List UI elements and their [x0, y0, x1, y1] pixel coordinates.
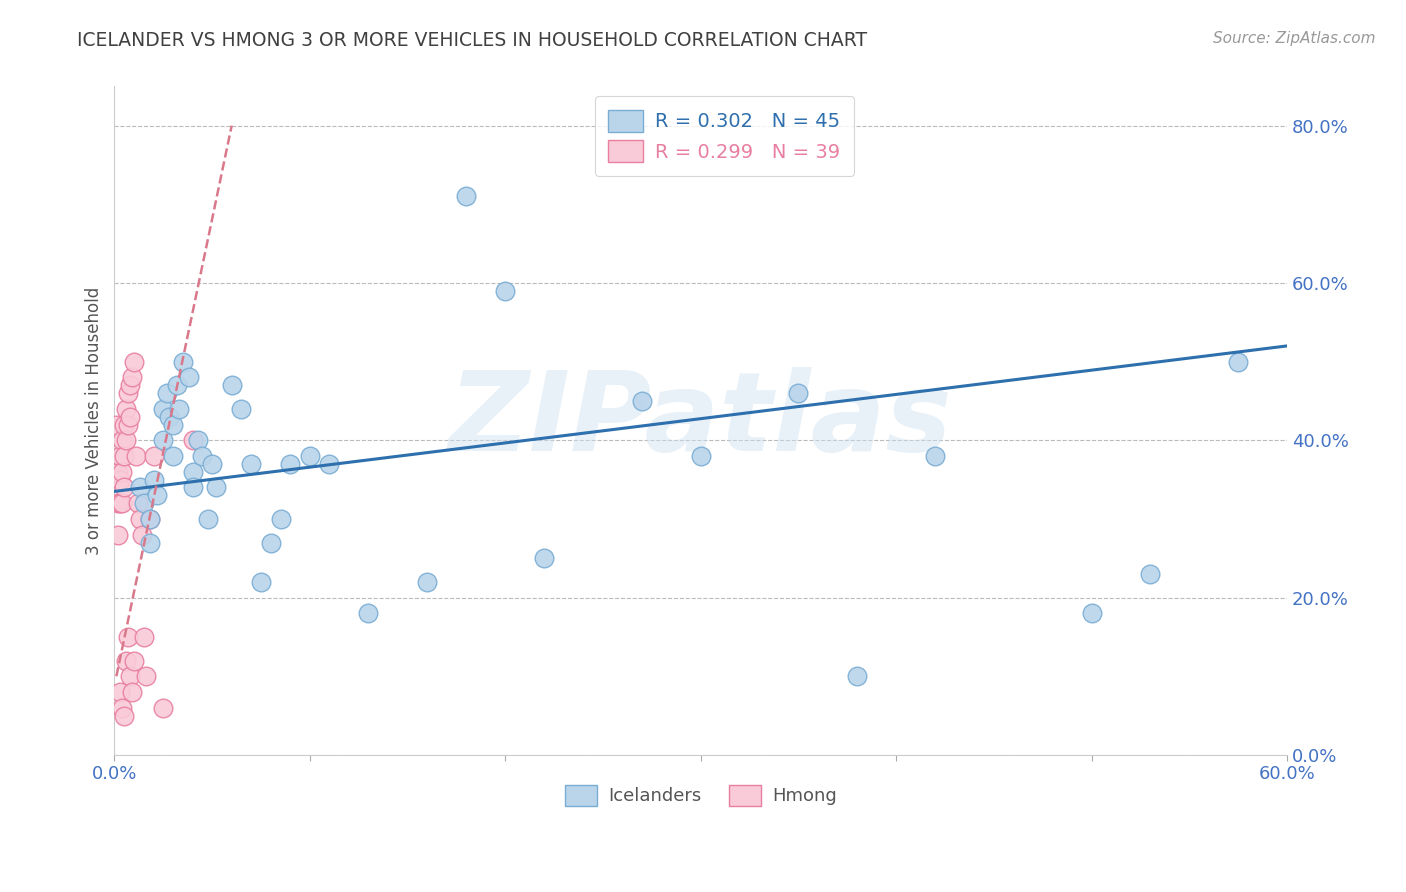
Point — [787, 386, 810, 401]
Point — [152, 434, 174, 448]
Point — [533, 551, 555, 566]
Point — [138, 535, 160, 549]
Point — [162, 417, 184, 432]
Point — [201, 457, 224, 471]
Point — [177, 370, 200, 384]
Point — [152, 700, 174, 714]
Point — [181, 481, 204, 495]
Text: Source: ZipAtlas.com: Source: ZipAtlas.com — [1212, 31, 1375, 46]
Point — [132, 630, 155, 644]
Point — [131, 527, 153, 541]
Point — [117, 630, 139, 644]
Point — [112, 417, 135, 432]
Point — [1227, 354, 1250, 368]
Legend: Icelanders, Hmong: Icelanders, Hmong — [558, 778, 844, 813]
Point — [156, 386, 179, 401]
Point — [1080, 607, 1102, 621]
Point — [162, 449, 184, 463]
Point — [270, 512, 292, 526]
Point — [152, 401, 174, 416]
Point — [172, 354, 194, 368]
Point — [138, 512, 160, 526]
Point — [221, 378, 243, 392]
Point — [122, 653, 145, 667]
Point — [121, 370, 143, 384]
Point — [631, 394, 654, 409]
Point — [110, 473, 132, 487]
Point — [125, 449, 148, 463]
Point — [357, 607, 380, 621]
Point — [118, 669, 141, 683]
Point — [117, 386, 139, 401]
Point — [122, 354, 145, 368]
Point — [105, 417, 128, 432]
Point — [118, 409, 141, 424]
Point — [110, 449, 132, 463]
Point — [121, 685, 143, 699]
Point — [115, 434, 138, 448]
Point — [1139, 567, 1161, 582]
Point — [318, 457, 340, 471]
Point — [117, 417, 139, 432]
Point — [231, 401, 253, 416]
Point — [112, 708, 135, 723]
Point — [240, 457, 263, 471]
Point — [115, 401, 138, 416]
Point — [167, 401, 190, 416]
Point — [142, 449, 165, 463]
Point — [689, 449, 711, 463]
Point — [146, 488, 169, 502]
Point — [135, 669, 157, 683]
Point — [111, 434, 134, 448]
Point — [181, 465, 204, 479]
Point — [112, 481, 135, 495]
Point — [112, 449, 135, 463]
Point — [166, 378, 188, 392]
Point — [128, 481, 150, 495]
Point — [250, 574, 273, 589]
Y-axis label: 3 or more Vehicles in Household: 3 or more Vehicles in Household — [86, 286, 103, 555]
Point — [132, 496, 155, 510]
Text: ZIPatlas: ZIPatlas — [449, 368, 953, 475]
Point — [111, 496, 134, 510]
Point — [115, 653, 138, 667]
Point — [298, 449, 321, 463]
Point — [110, 685, 132, 699]
Point — [416, 574, 439, 589]
Point — [142, 473, 165, 487]
Point — [111, 465, 134, 479]
Point — [110, 496, 132, 510]
Point — [456, 189, 478, 203]
Point — [111, 700, 134, 714]
Point — [197, 512, 219, 526]
Point — [157, 409, 180, 424]
Point — [138, 512, 160, 526]
Point — [107, 527, 129, 541]
Point — [260, 535, 283, 549]
Point — [191, 449, 214, 463]
Point — [181, 434, 204, 448]
Point — [107, 465, 129, 479]
Point — [278, 457, 301, 471]
Point — [924, 449, 946, 463]
Point — [127, 496, 149, 510]
Point — [846, 669, 869, 683]
Point — [107, 496, 129, 510]
Point — [128, 512, 150, 526]
Point — [187, 434, 209, 448]
Text: ICELANDER VS HMONG 3 OR MORE VEHICLES IN HOUSEHOLD CORRELATION CHART: ICELANDER VS HMONG 3 OR MORE VEHICLES IN… — [77, 31, 868, 50]
Point — [118, 378, 141, 392]
Point — [205, 481, 228, 495]
Point — [494, 284, 516, 298]
